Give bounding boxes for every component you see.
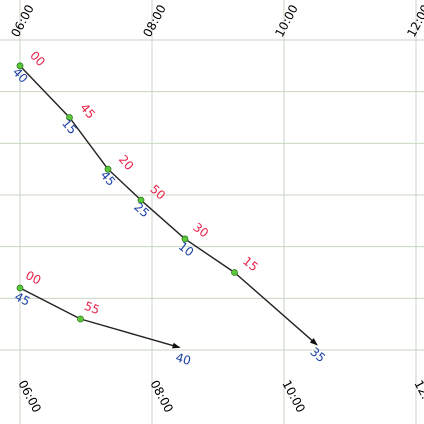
data-point	[137, 196, 145, 204]
data-point	[16, 62, 24, 70]
series-segment	[234, 271, 318, 346]
point-labels: 0040451520455025301015350045554030555040…	[10, 48, 328, 368]
data-point	[181, 235, 189, 243]
series-segment	[19, 287, 81, 320]
series-segment	[140, 199, 186, 240]
data-point	[104, 165, 112, 173]
series-segment	[68, 117, 109, 170]
data-point	[66, 114, 73, 121]
point-label: 40	[174, 350, 193, 368]
data-point	[77, 315, 84, 323]
data-point	[231, 269, 238, 276]
point-label: 55	[82, 299, 101, 317]
series-markers	[16, 62, 238, 323]
data-point	[16, 284, 24, 292]
series-lines	[19, 65, 318, 349]
series-segment	[80, 318, 181, 349]
series-segment	[19, 65, 71, 118]
series-segment	[184, 238, 235, 274]
point-label: 45	[12, 289, 32, 308]
point-label: 00	[23, 268, 43, 287]
series-segment	[107, 168, 142, 201]
